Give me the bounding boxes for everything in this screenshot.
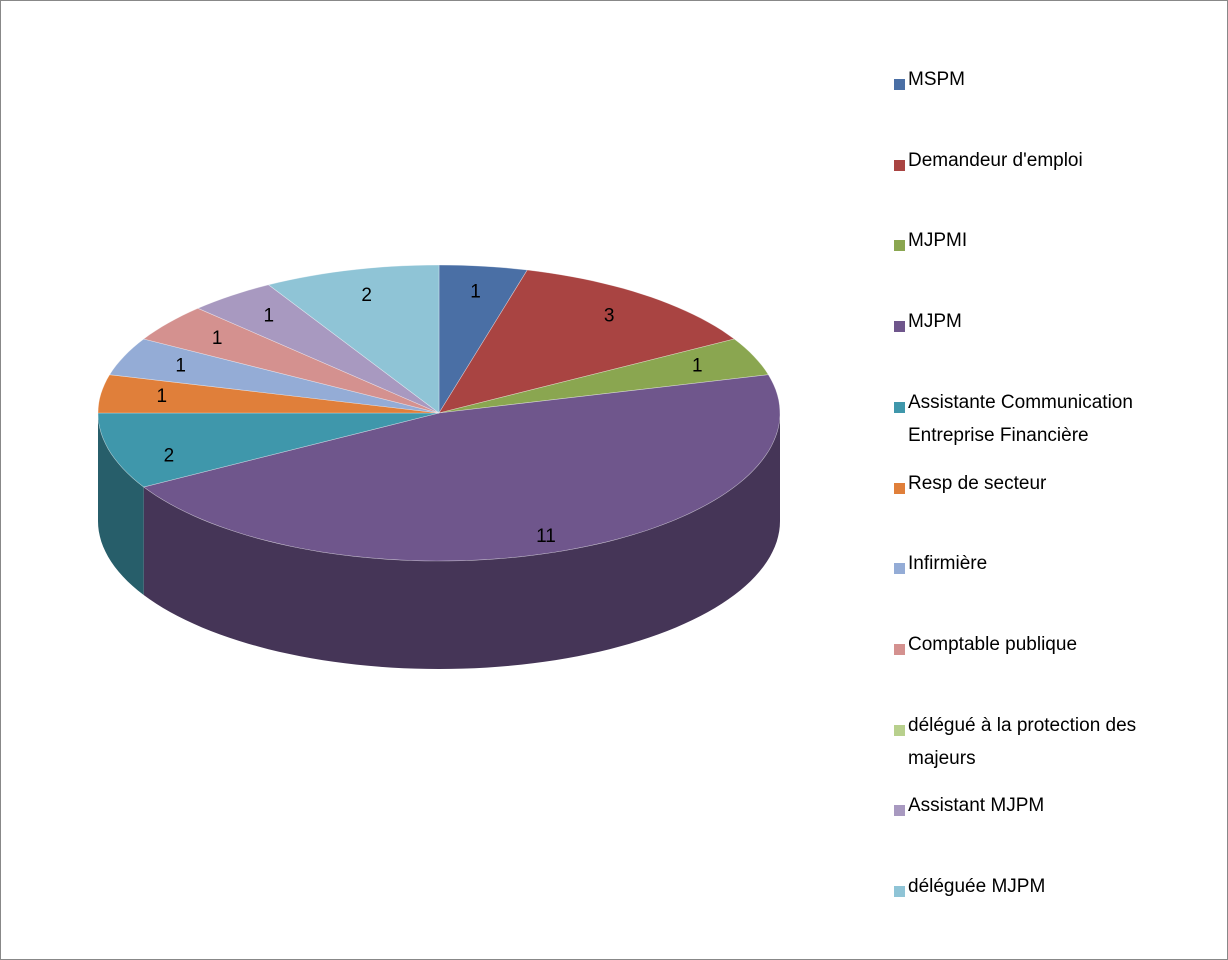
legend-entry: MJPM — [894, 311, 1200, 338]
legend-label: Demandeur d'emploi — [908, 149, 1083, 171]
legend-swatch — [894, 805, 905, 817]
legend-label: Infirmière — [908, 553, 988, 575]
legend-label: MJPM — [908, 311, 962, 333]
slice — [267, 264, 440, 414]
data-label: 1 — [212, 328, 223, 349]
slice — [143, 374, 781, 562]
slice — [438, 264, 528, 415]
legend-entry: déléguée MJPM — [894, 876, 1200, 903]
slice — [97, 412, 440, 488]
slice-side — [98, 413, 144, 595]
slice — [438, 338, 769, 414]
legend-entry: MSPM — [894, 69, 1200, 96]
legend-entry: Comptable publique — [894, 634, 1200, 661]
legend-swatch — [894, 563, 905, 575]
legend-label: MSPM — [908, 69, 965, 90]
legend-entry: Demandeur d'emploi — [894, 150, 1200, 177]
legend-swatch — [894, 482, 905, 494]
legend-entry: délégué à la protection des majeurs — [894, 715, 1200, 775]
legend-label: Assistant MJPM — [908, 795, 1045, 817]
slice — [109, 338, 440, 414]
legend-swatch — [894, 724, 905, 736]
legend-label: déléguée MJPM — [908, 876, 1046, 897]
legend-swatch — [894, 643, 905, 655]
data-label: 1 — [175, 356, 186, 377]
legend-swatch — [894, 79, 905, 90]
legend-entry: Infirmière — [894, 553, 1200, 580]
legend-label: Comptable publique — [908, 633, 1078, 655]
data-label: 2 — [164, 445, 175, 466]
legend-label: MJPMI — [908, 230, 968, 252]
data-label: 1 — [156, 386, 167, 407]
legend-entry: Resp de secteur — [894, 473, 1200, 500]
slice — [197, 284, 440, 414]
legend-label: Resp de secteur — [908, 472, 1047, 494]
legend-entry: Assistante Communication Entreprise Fina… — [894, 392, 1200, 452]
data-label: 1 — [470, 282, 481, 303]
legend-entry: Assistant MJPM — [894, 795, 1200, 822]
slice — [143, 307, 440, 414]
legend-entry: MJPMI — [894, 230, 1200, 257]
legend-label: Assistante Communication Entreprise Fina… — [908, 391, 1133, 446]
data-label: 11 — [536, 526, 556, 547]
data-label: 1 — [692, 356, 703, 377]
data-label: 1 — [263, 306, 274, 327]
legend-swatch — [894, 240, 905, 252]
legend-swatch — [894, 159, 905, 171]
legend-swatch — [894, 401, 905, 413]
legend-swatch — [894, 886, 905, 897]
slice-side — [143, 413, 780, 669]
data-label: 2 — [361, 285, 372, 306]
legend-swatch — [894, 321, 905, 333]
data-label: 3 — [604, 306, 615, 327]
slice — [97, 374, 440, 414]
legend-label: délégué à la protection des majeurs — [908, 714, 1137, 769]
slice — [438, 269, 736, 414]
